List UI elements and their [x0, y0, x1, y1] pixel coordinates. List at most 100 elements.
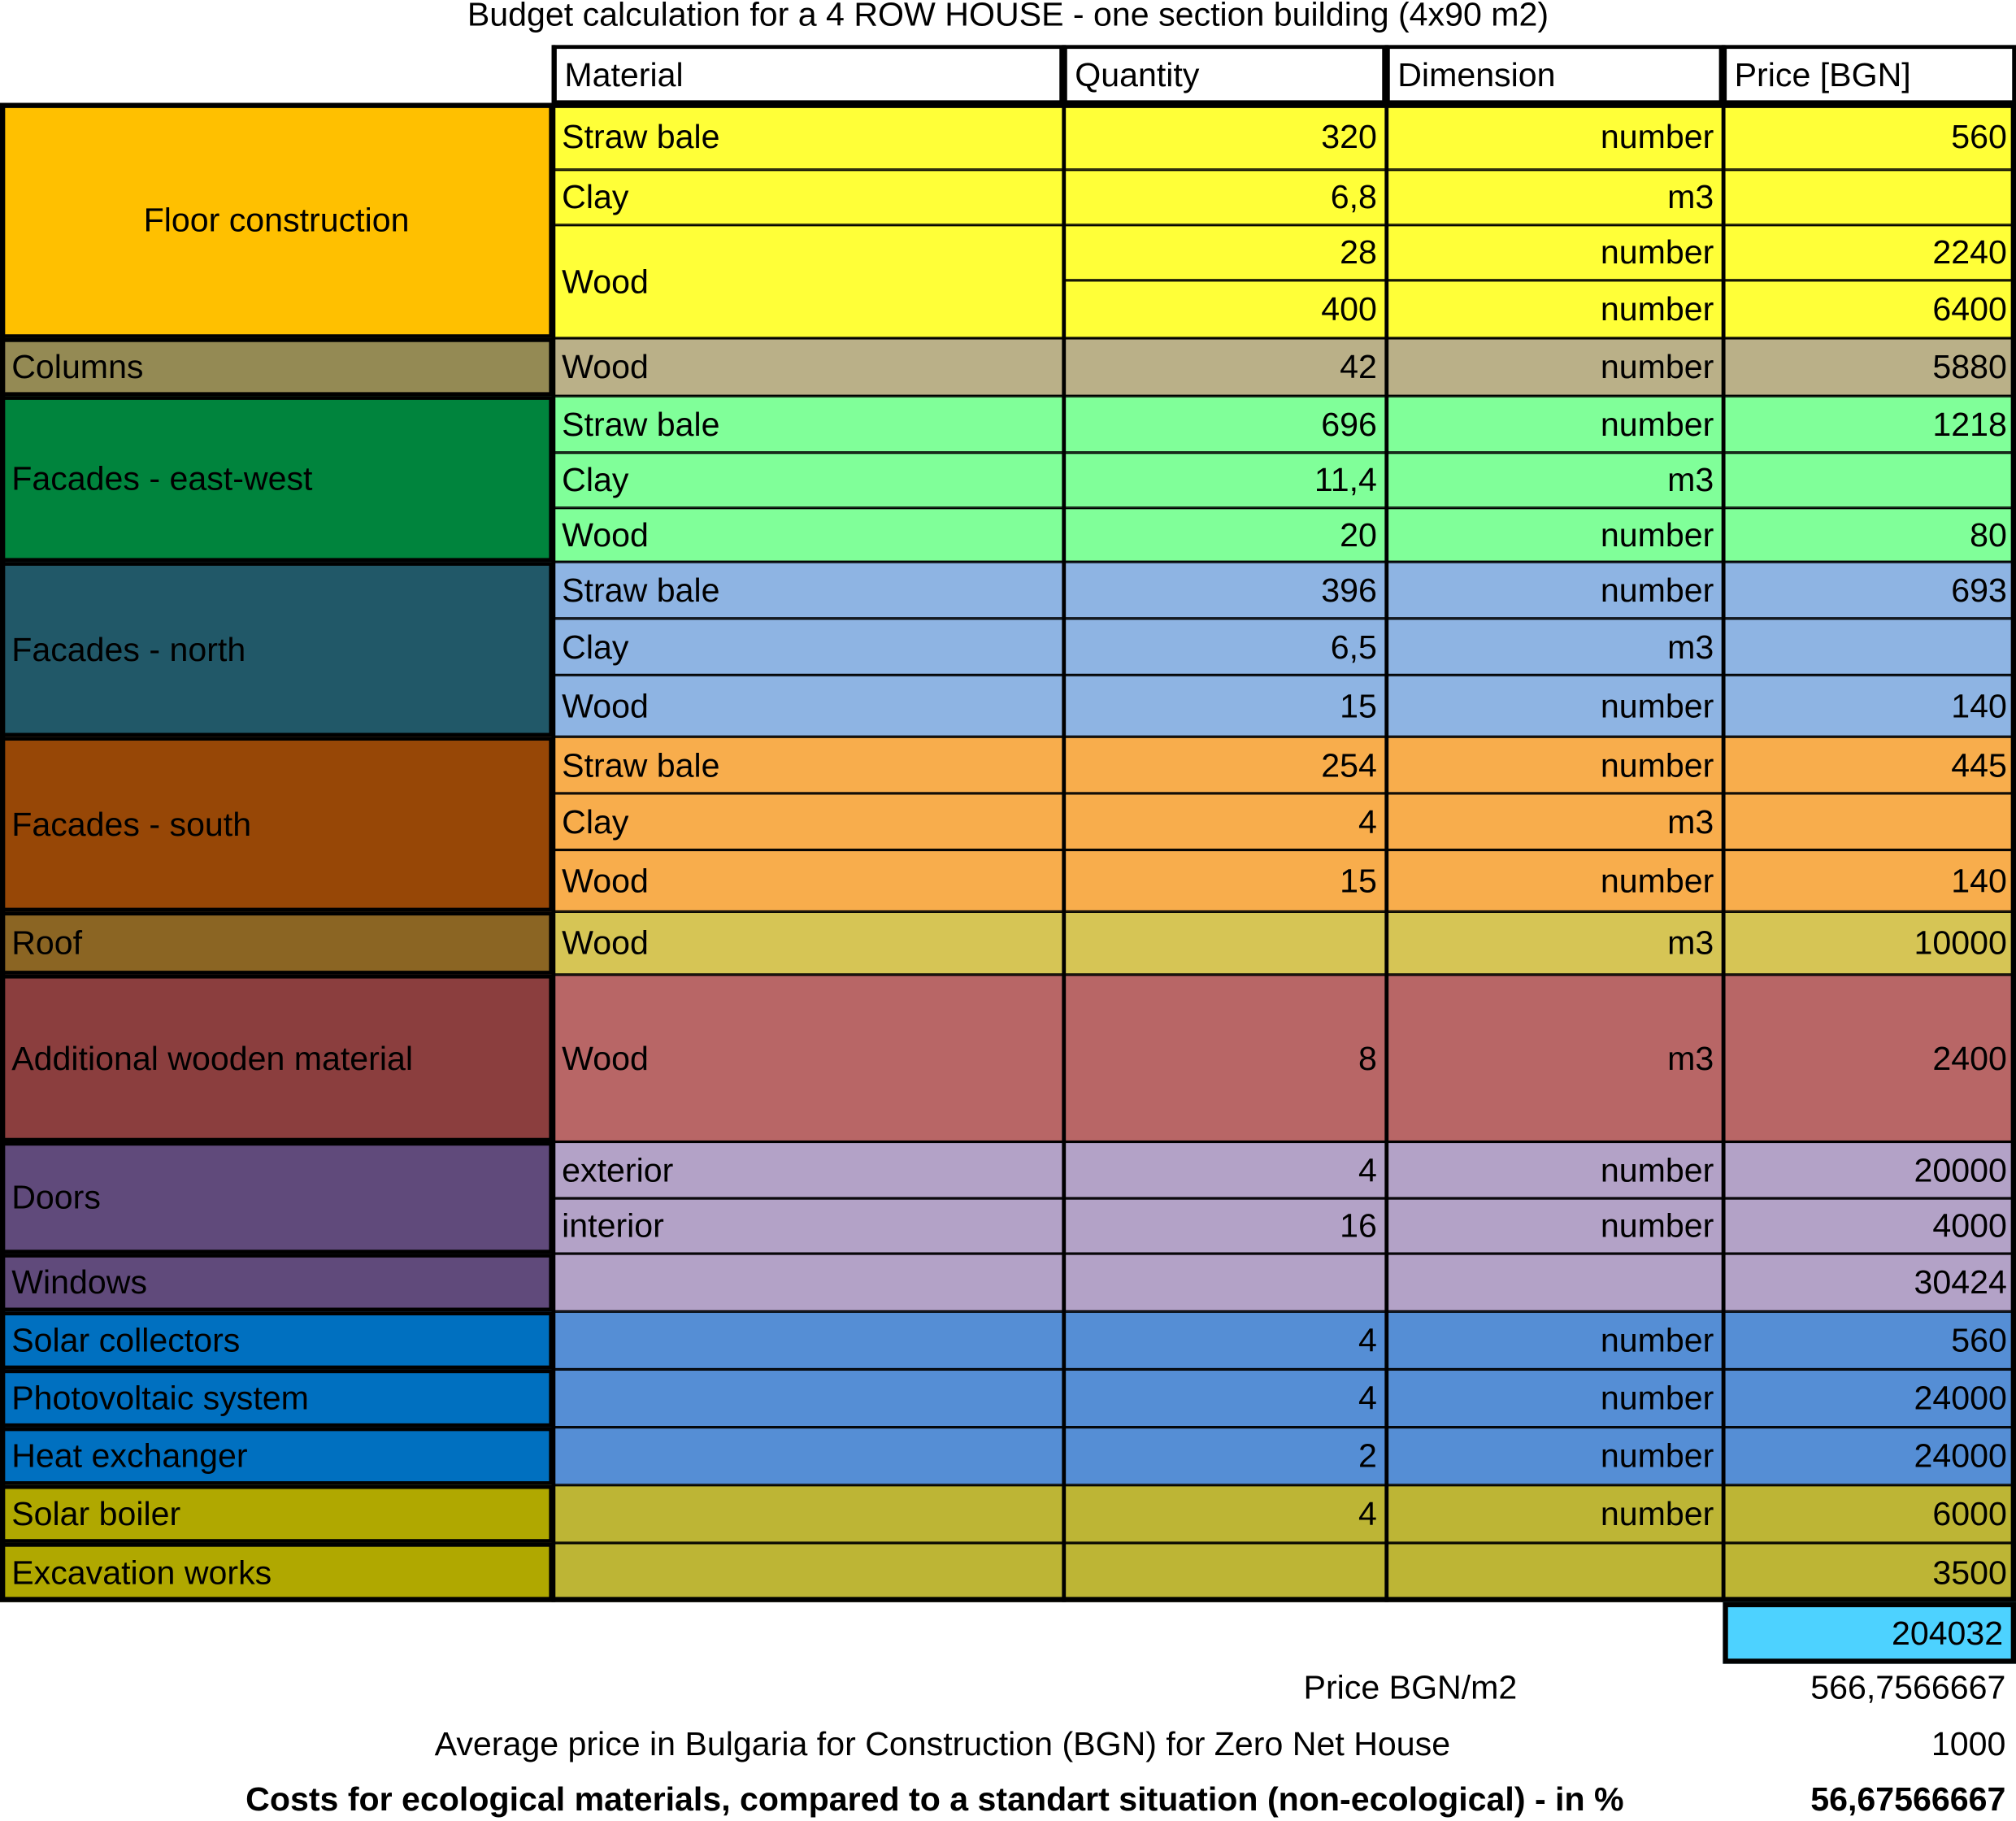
price-cell: [1723, 793, 2016, 850]
dimension-cell: number: [1385, 1369, 1723, 1428]
dimension-cell: [1385, 1542, 1723, 1602]
price-cell: 560: [1723, 102, 2016, 170]
quantity-cell-text: 2: [1358, 1436, 1377, 1475]
price-cell-text: 6400: [1932, 289, 2007, 328]
price-cell-text: 4000: [1932, 1206, 2007, 1245]
price-cell: [1723, 618, 2016, 676]
material-cell: Straw bale: [553, 562, 1064, 619]
material-cell-text: Wood: [562, 860, 649, 900]
quantity-cell-text: 11,4: [1314, 460, 1377, 499]
quantity-cell-text: 28: [1340, 233, 1377, 272]
material-cell-text: Wood: [562, 515, 649, 554]
material-cell: [553, 1427, 1064, 1485]
dimension-cell-text: number: [1600, 515, 1714, 554]
price-cell: 24000: [1723, 1427, 2016, 1485]
price-cell: 24000: [1723, 1369, 2016, 1428]
column-divider: [1721, 45, 1725, 1602]
material-cell: exterior: [553, 1141, 1064, 1199]
material-cell-text: Straw bale: [562, 745, 720, 784]
header-material-text: Material: [564, 54, 684, 93]
price-cell: 10000: [1723, 911, 2016, 975]
price-cell: 5880: [1723, 337, 2016, 397]
dimension-cell-text: m3: [1667, 1038, 1714, 1077]
quantity-cell-text: 20: [1340, 515, 1377, 554]
category-cell-text: Solar boiler: [11, 1493, 181, 1533]
category-cell: Columns: [0, 337, 554, 397]
header-material: Material: [553, 45, 1064, 105]
dimension-cell: number: [1385, 1311, 1723, 1370]
column-divider: [550, 45, 555, 1602]
price-cell: 445: [1723, 737, 2016, 793]
material-cell-text: Wood: [562, 347, 649, 386]
dimension-cell-text: number: [1600, 570, 1714, 609]
dimension-cell: m3: [1385, 618, 1723, 676]
dimension-cell-text: m3: [1667, 923, 1714, 963]
dimension-cell: number: [1385, 102, 1723, 170]
quantity-cell: 4: [1063, 1311, 1386, 1370]
summary-value: 56,67566667: [1810, 1779, 2006, 1819]
summary-value: 566,7566667: [1810, 1667, 2006, 1706]
category-cell: Heat exchanger: [0, 1427, 554, 1485]
dimension-cell-text: number: [1600, 233, 1714, 272]
material-cell: Clay: [553, 618, 1064, 676]
dimension-cell-text: number: [1600, 685, 1714, 725]
price-cell-text: 560: [1951, 1320, 2007, 1359]
category-cell-text: Facades - south: [11, 804, 252, 843]
quantity-cell: 254: [1063, 737, 1386, 793]
material-cell: interior: [553, 1198, 1064, 1254]
quantity-cell-text: 696: [1321, 404, 1377, 443]
category-cell-text: Excavation works: [11, 1552, 272, 1592]
price-cell-text: 24000: [1914, 1436, 2007, 1475]
material-cell-text: exterior: [562, 1150, 674, 1189]
material-cell: Clay: [553, 793, 1064, 850]
category-cell: Solar boiler: [0, 1484, 554, 1543]
material-cell-text: Straw bale: [562, 404, 720, 443]
column-divider: [1061, 45, 1066, 1602]
dimension-cell: number: [1385, 1427, 1723, 1485]
dimension-cell: number: [1385, 675, 1723, 737]
material-cell: Wood: [553, 850, 1064, 912]
total-cell-text: 204032: [1891, 1613, 2004, 1652]
header-quantity-text: Quantity: [1075, 54, 1200, 93]
price-cell: 693: [1723, 562, 2016, 619]
header-dimension: Dimension: [1385, 45, 1723, 105]
material-cell: Wood: [553, 675, 1064, 737]
material-cell: Straw bale: [553, 102, 1064, 170]
header-quantity: Quantity: [1063, 45, 1386, 105]
price-cell: 3500: [1723, 1542, 2016, 1602]
dimension-cell-text: number: [1600, 1378, 1714, 1417]
category-cell-text: Facades - east-west: [11, 459, 313, 498]
quantity-cell: 4: [1063, 1141, 1386, 1199]
material-cell-text: Clay: [562, 460, 629, 499]
quantity-cell-text: 4: [1358, 1493, 1377, 1533]
price-cell-text: 20000: [1914, 1150, 2007, 1189]
quantity-cell: 320: [1063, 102, 1386, 170]
dimension-cell: m3: [1385, 911, 1723, 975]
price-cell-text: 693: [1951, 570, 2007, 609]
dimension-cell: number: [1385, 396, 1723, 453]
dimension-cell: m3: [1385, 793, 1723, 850]
category-cell-text: Photovoltaic system: [11, 1378, 309, 1417]
material-cell-text: Clay: [562, 802, 629, 841]
summary-value: 1000: [1931, 1723, 2006, 1763]
category-cell: Excavation works: [0, 1542, 554, 1602]
quantity-cell-text: 4: [1358, 1378, 1377, 1417]
price-cell: 2400: [1723, 974, 2016, 1142]
quantity-cell: 28: [1063, 224, 1386, 280]
dimension-cell-text: number: [1600, 1436, 1714, 1475]
dimension-cell-text: number: [1600, 347, 1714, 386]
price-cell: 140: [1723, 675, 2016, 737]
quantity-cell: 15: [1063, 675, 1386, 737]
price-cell-text: 5880: [1932, 347, 2007, 386]
price-cell-text: 1218: [1932, 404, 2007, 443]
dimension-cell: number: [1385, 280, 1723, 338]
dimension-cell-text: m3: [1667, 627, 1714, 666]
dimension-cell: m3: [1385, 974, 1723, 1142]
summary-label: Price BGN/m2: [1303, 1667, 1518, 1706]
price-cell-text: 140: [1951, 860, 2007, 900]
category-cell: Facades - east-west: [0, 396, 554, 563]
price-cell-text: 445: [1951, 745, 2007, 784]
quantity-cell: 6,5: [1063, 618, 1386, 676]
price-cell: 20000: [1723, 1141, 2016, 1199]
